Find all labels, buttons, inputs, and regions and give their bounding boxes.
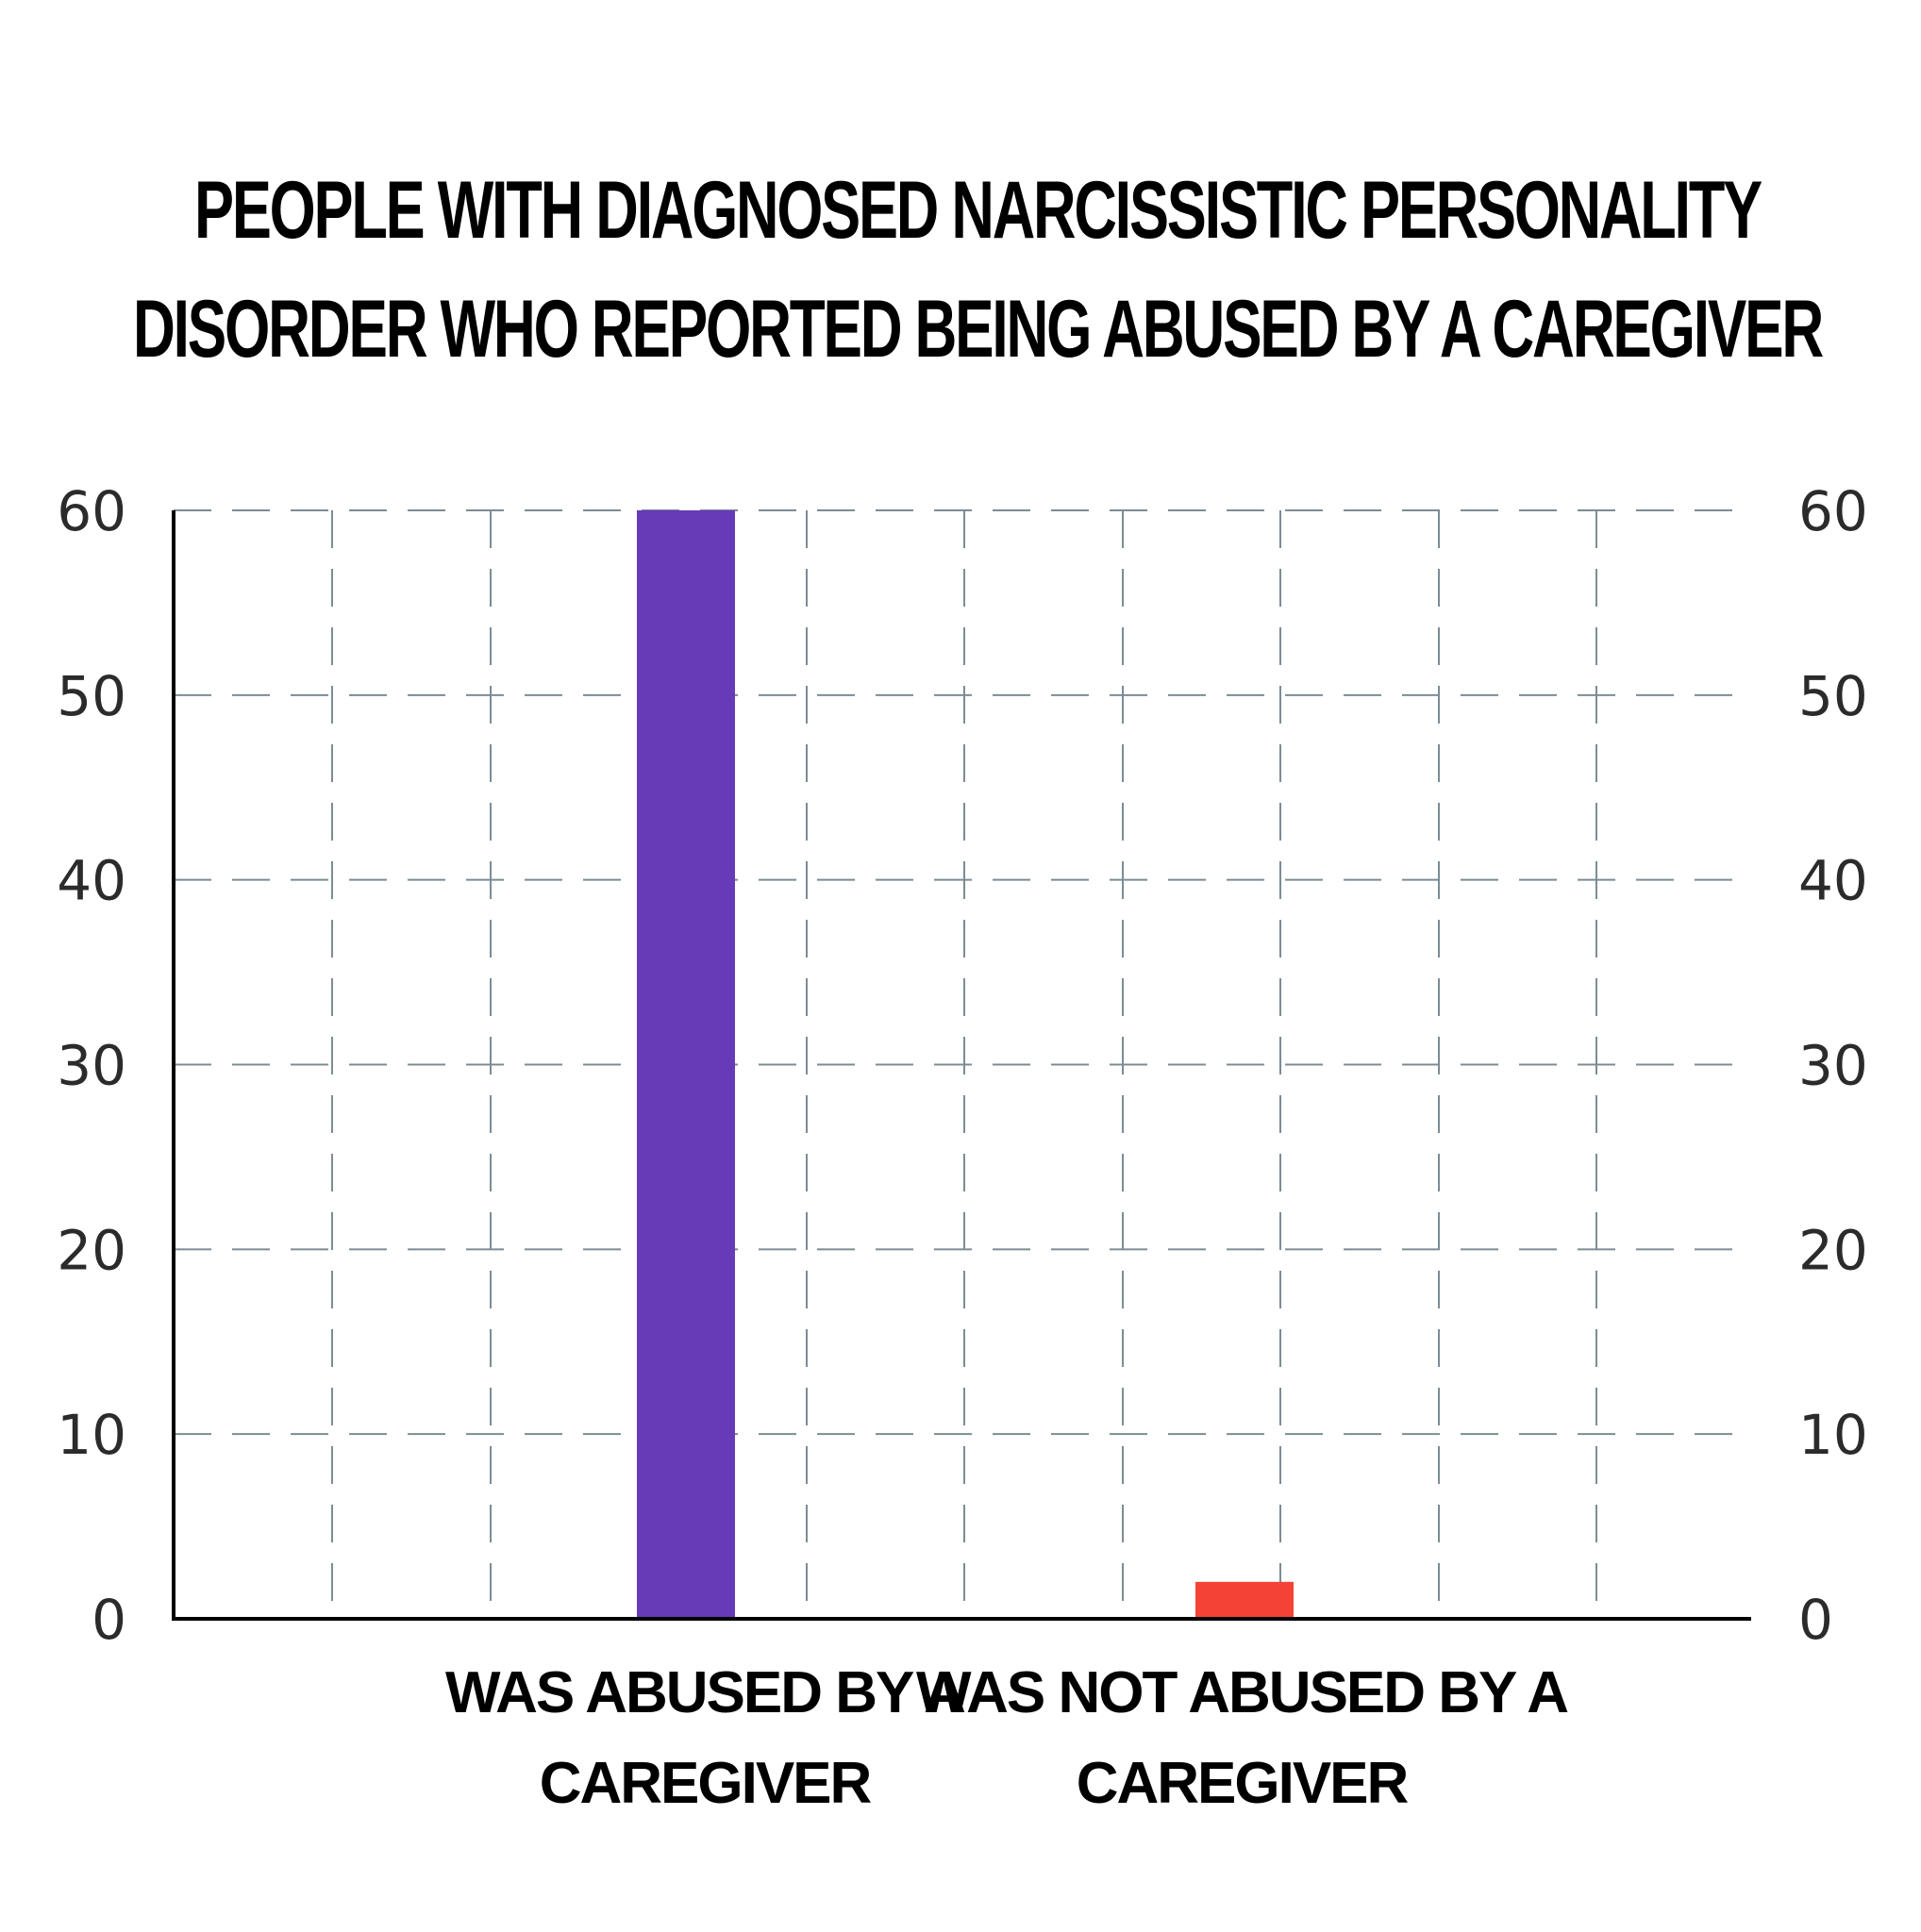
- bars: [637, 510, 1294, 1619]
- y-tick-label-right: 50: [1798, 664, 1868, 728]
- x-category-label: CAREGIVER: [1077, 1751, 1409, 1816]
- chart-title-line-1: PEOPLE WITH DIAGNOSED NARCISSISTIC PERSO…: [194, 165, 1762, 256]
- category-labels: WAS ABUSED BY A CAREGIVER WAS NOT ABUSED B…: [445, 1660, 1570, 1816]
- x-category-label: WAS NOT ABUSED BY A: [916, 1660, 1568, 1725]
- bar: [637, 510, 735, 1619]
- y-tick-label-right: 0: [1798, 1588, 1833, 1652]
- y-tick-label-left: 60: [57, 479, 126, 543]
- chart-title-line-2: DISORDER WHO REPORTED BEING ABUSED BY A …: [133, 284, 1823, 375]
- x-category-label: CAREGIVER: [540, 1751, 872, 1816]
- axes: [172, 510, 1751, 1621]
- chart-title: PEOPLE WITH DIAGNOSED NARCISSISTIC PERSO…: [133, 165, 1826, 375]
- y-tick-label-left: 20: [57, 1218, 126, 1282]
- y-tick-label-left: 0: [92, 1588, 126, 1652]
- bar: [1195, 1581, 1294, 1619]
- y-tick-label-left: 40: [57, 849, 126, 913]
- y-tick-label-right: 60: [1798, 479, 1868, 543]
- gridlines: [174, 509, 1751, 1619]
- y-tick-label-right: 10: [1798, 1403, 1868, 1467]
- y-tick-label-right: 30: [1798, 1034, 1868, 1098]
- y-tick-label-left: 10: [57, 1403, 126, 1467]
- y-tick-label-left: 30: [57, 1034, 126, 1098]
- y-tick-label-right: 20: [1798, 1218, 1868, 1282]
- x-category-label: WAS ABUSED BY A: [445, 1660, 965, 1725]
- tick-labels: 0 0 10 10 20 20 30 30 40 40 50 50 60 60: [57, 479, 1868, 1652]
- y-tick-label-right: 40: [1798, 849, 1868, 913]
- y-tick-label-left: 50: [57, 664, 126, 728]
